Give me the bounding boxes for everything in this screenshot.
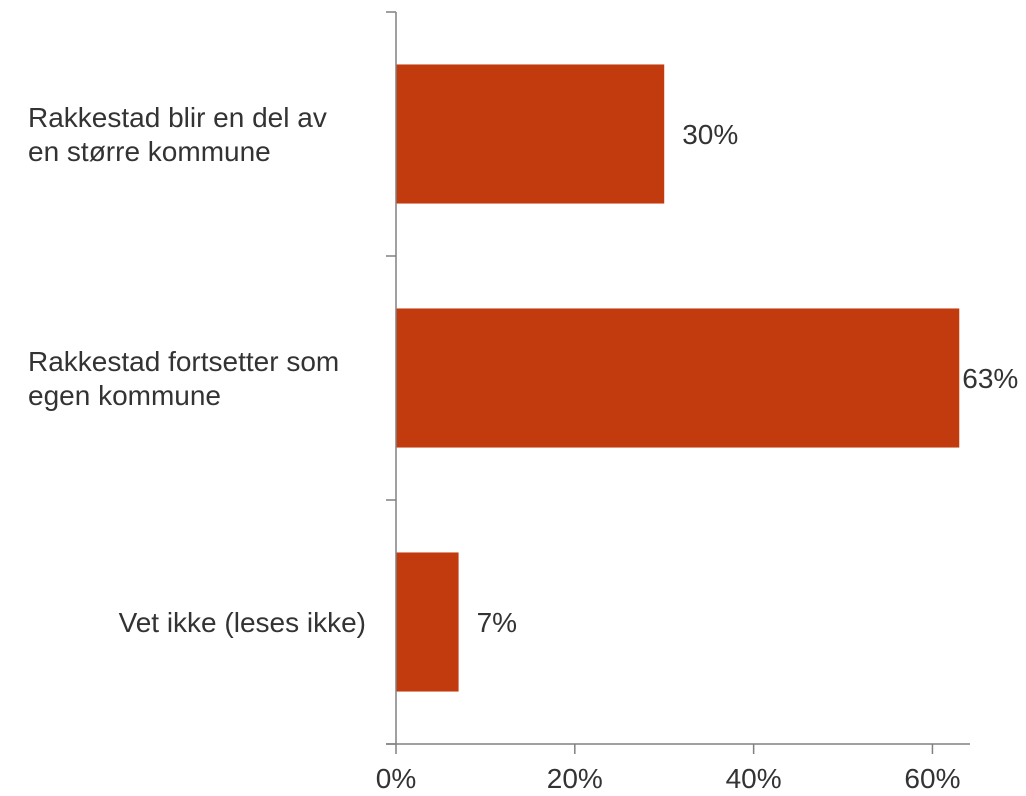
category-label-line: Rakkestad fortsetter som xyxy=(28,346,339,377)
x-ticks-group: 0% 20% 40% 60% xyxy=(376,744,960,794)
bar-value-label: 30% xyxy=(682,119,738,150)
bar-value-label: 7% xyxy=(477,607,517,638)
value-labels-group: 30% 63% 7% xyxy=(477,119,1019,638)
x-tick-label: 60% xyxy=(904,763,960,794)
bar-1 xyxy=(396,64,665,204)
bar-2 xyxy=(396,308,960,448)
x-tick-label: 0% xyxy=(376,763,416,794)
bars-group xyxy=(396,64,960,692)
x-tick-label: 40% xyxy=(726,763,782,794)
bar-3 xyxy=(396,552,459,692)
category-label-line: Rakkestad blir en del av xyxy=(28,102,327,133)
axes-group xyxy=(386,11,970,745)
category-label-line: egen kommune xyxy=(28,380,221,411)
bar-value-label: 63% xyxy=(962,363,1018,394)
category-label-line: Vet ikke (leses ikke) xyxy=(119,607,366,638)
category-label-line: en større kommune xyxy=(28,136,271,167)
x-tick-label: 20% xyxy=(547,763,603,794)
